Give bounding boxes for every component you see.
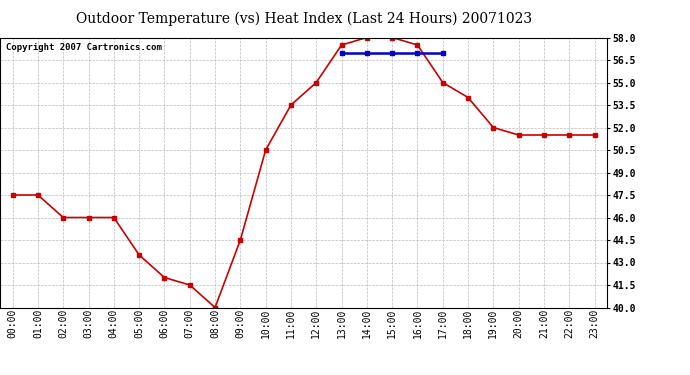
Text: Copyright 2007 Cartronics.com: Copyright 2007 Cartronics.com [6,43,162,52]
Text: Outdoor Temperature (vs) Heat Index (Last 24 Hours) 20071023: Outdoor Temperature (vs) Heat Index (Las… [75,11,532,26]
